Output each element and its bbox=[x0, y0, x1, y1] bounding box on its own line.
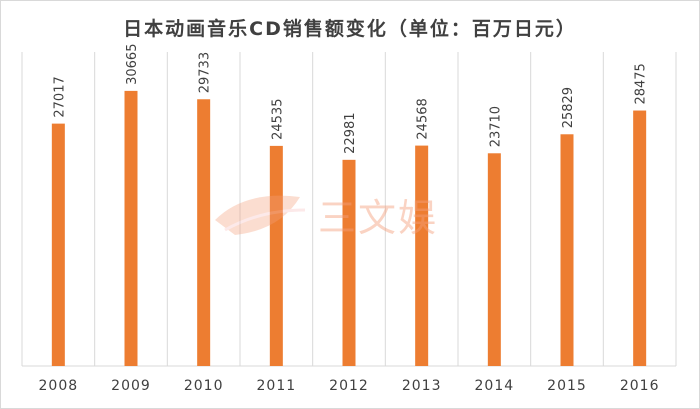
bar-2013 bbox=[415, 145, 429, 366]
bar-2009 bbox=[124, 90, 138, 366]
tick-label-2014: 2014 bbox=[475, 378, 515, 394]
data-label-2013: 24568 bbox=[416, 98, 431, 139]
bar-2016 bbox=[633, 110, 647, 366]
tick-label-2012: 2012 bbox=[329, 378, 369, 394]
data-label-2010: 29733 bbox=[198, 52, 213, 93]
watermark-text: 三文娱 bbox=[318, 196, 439, 240]
tick-label-2016: 2016 bbox=[620, 378, 660, 394]
data-label-2015: 25829 bbox=[561, 87, 576, 128]
data-labels: 27017 30665 29733 24535 22981 24568 23710 25829… bbox=[52, 44, 648, 154]
bar-2008 bbox=[51, 123, 65, 366]
bar-2012 bbox=[342, 159, 356, 366]
bar-2015 bbox=[560, 134, 574, 366]
bar-2011 bbox=[269, 145, 283, 366]
leaf-icon bbox=[215, 195, 306, 235]
bars bbox=[51, 90, 647, 367]
data-label-2016: 28475 bbox=[634, 63, 649, 104]
bar-2010 bbox=[197, 99, 211, 367]
tick-label-2011: 2011 bbox=[257, 378, 297, 394]
tick-label-2010: 2010 bbox=[184, 378, 224, 394]
tick-label-2015: 2015 bbox=[547, 378, 587, 394]
data-label-2009: 30665 bbox=[125, 44, 140, 85]
chart-title: 日本动画音乐CD销售额变化（单位：百万日元） bbox=[123, 18, 577, 40]
data-label-2011: 24535 bbox=[270, 99, 285, 140]
tick-label-2009: 2009 bbox=[111, 378, 151, 394]
data-label-2008: 27017 bbox=[52, 76, 67, 117]
data-label-2014: 23710 bbox=[488, 106, 503, 147]
x-axis-ticks: 2008 2009 2010 2011 2012 2013 2014 2015 2016 bbox=[39, 378, 660, 394]
bar-2014 bbox=[487, 153, 501, 366]
data-label-2012: 22981 bbox=[343, 112, 358, 153]
tick-label-2013: 2013 bbox=[402, 378, 442, 394]
tick-label-2008: 2008 bbox=[39, 378, 79, 394]
